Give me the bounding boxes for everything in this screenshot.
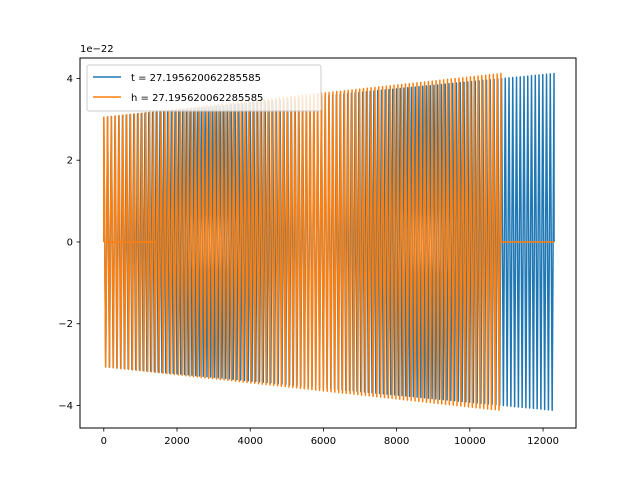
x-tick-label: 8000 bbox=[384, 436, 409, 447]
y-scale-label: 1e−22 bbox=[80, 44, 114, 55]
x-tick-label: 6000 bbox=[311, 436, 336, 447]
x-tick-label: 4000 bbox=[237, 436, 262, 447]
legend-label-t: t = 27.195620062285585 bbox=[131, 73, 261, 84]
x-tick-label: 2000 bbox=[164, 436, 189, 447]
y-tick-label: 0 bbox=[67, 237, 73, 248]
y-tick-label: 4 bbox=[67, 74, 73, 85]
legend: t = 27.195620062285585 h = 27.1956200622… bbox=[86, 64, 322, 112]
y-tick-label: 2 bbox=[67, 156, 73, 167]
plot-lines bbox=[103, 72, 555, 411]
axes-frame bbox=[79, 57, 577, 429]
y-axis: −4 −2 0 2 4 bbox=[58, 74, 80, 412]
x-tick-label: 0 bbox=[101, 436, 107, 447]
legend-box bbox=[86, 64, 322, 112]
x-tick-label: 10000 bbox=[454, 436, 486, 447]
legend-label-h: h = 27.195620062285585 bbox=[131, 93, 263, 104]
x-tick-label: 12000 bbox=[527, 436, 559, 447]
x-axis: 0 2000 4000 6000 8000 10000 12000 bbox=[101, 428, 559, 447]
y-tick-label: −2 bbox=[58, 319, 73, 330]
y-tick-label: −4 bbox=[58, 401, 73, 412]
